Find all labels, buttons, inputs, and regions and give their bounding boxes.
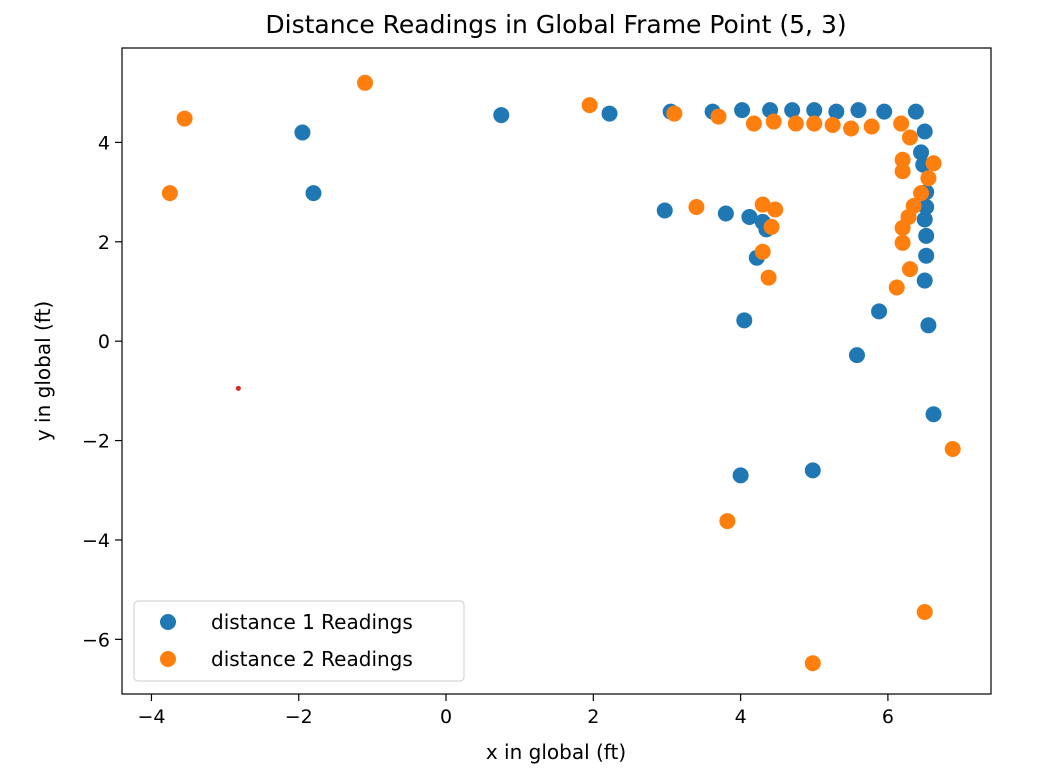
series-2-point — [916, 604, 933, 621]
series-1-point — [305, 185, 322, 202]
data-points — [161, 74, 961, 672]
series-2-point — [944, 441, 961, 458]
y-tick-label: 2 — [98, 232, 110, 254]
series-2-point — [893, 115, 910, 132]
series-2-point — [754, 243, 771, 260]
legend-label-series-2: distance 2 Readings — [211, 647, 413, 671]
series-1-point — [601, 105, 618, 122]
series-1-point — [732, 467, 749, 484]
legend-label-series-1: distance 1 Readings — [211, 610, 413, 634]
series-1-point — [784, 102, 801, 119]
series-2-point — [894, 163, 911, 180]
series-2-point — [804, 655, 821, 672]
series-1-point — [294, 124, 311, 141]
plot-area — [121, 47, 992, 695]
series-2-point — [888, 279, 905, 296]
y-tick-label: 4 — [98, 132, 110, 154]
series-2-point — [688, 199, 705, 216]
x-tick-label: −2 — [285, 706, 313, 728]
series-2-point — [901, 129, 918, 146]
series-2-point — [925, 155, 942, 172]
x-tick-label: 0 — [440, 706, 452, 728]
series-1-point — [913, 144, 930, 161]
legend-marker-series-2 — [160, 651, 176, 667]
y-tick-label: −2 — [82, 431, 110, 453]
series-2-point — [863, 118, 880, 135]
series-1-point — [925, 406, 942, 423]
series-2-point — [666, 105, 683, 122]
y-tick-label: −4 — [82, 530, 110, 552]
series-1-point — [918, 227, 935, 244]
series-1-point — [918, 199, 935, 216]
series-2-point — [763, 218, 780, 235]
series-2-point — [710, 108, 727, 125]
series-2-point — [843, 120, 860, 137]
series-2-point — [767, 201, 784, 218]
series-2-point — [920, 170, 937, 187]
x-tick-label: 4 — [735, 706, 747, 728]
series-1-point — [871, 303, 888, 320]
series-1-point — [907, 103, 924, 120]
chart-title: Distance Readings in Global Frame Point … — [265, 10, 846, 39]
series-2-point — [894, 151, 911, 168]
y-tick-label: −6 — [82, 629, 110, 651]
series-2-point — [745, 115, 762, 132]
series-1-point — [804, 462, 821, 479]
series-2-point — [913, 185, 930, 202]
series-2-point — [760, 269, 777, 286]
series-1-point — [920, 317, 937, 334]
series-1-point — [806, 102, 823, 119]
x-tick-label: −4 — [137, 706, 165, 728]
x-axis-label: x in global (ft) — [486, 740, 626, 764]
series-1-point — [493, 107, 510, 124]
series-1-point — [916, 123, 933, 140]
x-tick-label: 6 — [882, 706, 894, 728]
series-2-point — [161, 185, 178, 202]
series-2-point — [806, 115, 823, 132]
y-axis-ticks: −6 −4 −2 0 2 4 — [82, 132, 122, 651]
series-1-point — [741, 208, 758, 225]
series-2-point — [357, 74, 374, 91]
series-1-point — [876, 103, 893, 120]
series-2-point — [176, 110, 193, 127]
series-1-point — [736, 312, 753, 329]
series-1-point — [918, 247, 935, 264]
series-1-point — [916, 211, 933, 228]
series-2-point — [894, 234, 911, 251]
series-1-point — [717, 205, 734, 222]
y-axis-label: y in global (ft) — [31, 301, 55, 441]
reference-point-marker — [235, 385, 241, 391]
legend: distance 1 Readings distance 2 Readings — [133, 600, 465, 682]
y-tick-label: 0 — [98, 331, 110, 353]
series-1-point — [916, 272, 933, 289]
series-2-point — [824, 117, 841, 134]
series-2-point — [719, 513, 736, 530]
x-tick-label: 2 — [587, 706, 599, 728]
series-1-point — [850, 102, 867, 119]
legend-marker-series-1 — [160, 614, 176, 630]
series-1-point — [656, 202, 673, 219]
series-2-point — [754, 196, 771, 213]
series-2-point — [901, 261, 918, 278]
legend-box — [133, 600, 465, 682]
series-2-point — [581, 97, 598, 114]
series-2-point — [787, 115, 804, 132]
series-2-point — [765, 113, 782, 130]
series-1-point — [734, 102, 751, 119]
series-1-point — [828, 103, 845, 120]
x-axis-ticks: −4 −2 0 2 4 6 — [137, 694, 894, 728]
series-2-point — [894, 219, 911, 236]
series-1-point — [848, 347, 865, 364]
